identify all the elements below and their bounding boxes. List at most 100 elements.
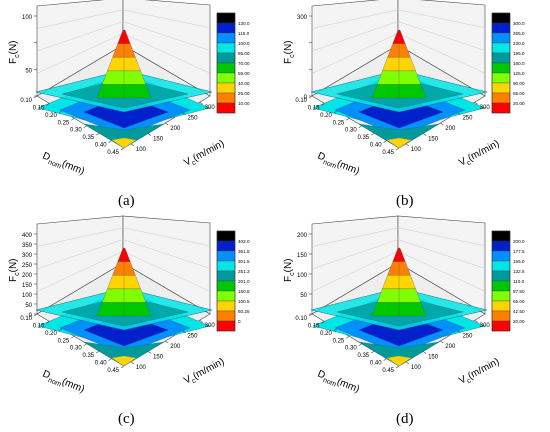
y-tick [147, 351, 152, 354]
z-tick-label: 50 [25, 68, 32, 74]
x-tick [321, 321, 325, 324]
legend-label: 20.00 [513, 319, 525, 324]
gridlines [36, 227, 211, 292]
legend-frame [216, 230, 236, 332]
x-tick-label: 0.45 [382, 150, 394, 156]
z-tick-label: 300 [297, 15, 308, 21]
legend-label: 230.0 [513, 41, 525, 46]
z-tick-label: 250 [22, 263, 33, 269]
y-tick [440, 122, 444, 126]
y-tick [165, 340, 169, 344]
surface-base-tip [111, 355, 137, 367]
z-axis: 50 100 150 200 Fc(N) [283, 233, 312, 315]
y-tick [457, 330, 461, 333]
z-tick-label: 200 [22, 273, 33, 279]
gridlines [36, 9, 211, 74]
grid-line [311, 33, 399, 74]
x-tick [46, 103, 50, 106]
z-axis-label: Fc(N) [283, 41, 296, 65]
legend-swatch [216, 82, 236, 94]
y-tick [182, 330, 186, 333]
y-tick [165, 122, 169, 126]
z-axis-label-sub: c [14, 272, 21, 276]
color-legend: 200.0 177.5 155.0 132.5 110.0 87.50 65.00 42.50… [491, 230, 525, 332]
grid-line [36, 21, 124, 52]
x-tick [358, 125, 362, 128]
panel-label-a: (a) [118, 193, 135, 209]
z-axis-label-main: F [283, 58, 294, 64]
x-tick-label: 0.30 [345, 128, 357, 134]
panel-label-b: (b) [396, 193, 414, 209]
x-tick-label: 0.30 [345, 346, 357, 352]
x-tick [383, 358, 387, 361]
x-tick [71, 118, 75, 121]
x-tick-label: 0.20 [320, 113, 332, 119]
x-tick-label: 0.20 [320, 331, 332, 337]
surface-plot-c: 050100150200250300350400Fc(N)0.100.150.2… [8, 215, 250, 395]
y-tick-label: 150 [153, 136, 164, 142]
z-tick-label: 0 [304, 95, 308, 101]
z-axis-label-sub: c [289, 54, 296, 58]
x-tick [333, 110, 338, 114]
legend-label: 55.00 [238, 71, 250, 76]
grid-line [36, 239, 124, 270]
x-tick-label: 0.40 [370, 143, 382, 149]
gridlines [311, 227, 486, 292]
z-axis-label-unit: (N) [8, 41, 19, 55]
y-tick [457, 112, 461, 115]
surface-plot-a: 50100Fc(N)0.100.150.200.250.300.350.400.… [8, 0, 250, 177]
color-legend: 402.0 351.8 301.5 251.3 201.0 150.8 100.5 50.25… [216, 230, 250, 332]
legend-swatch [216, 62, 236, 74]
legend-frame [491, 230, 511, 332]
x-axis-label-main: D [316, 369, 327, 382]
legend-swatch [216, 320, 236, 332]
panel-c: 0 50 100 150 200 250 300 350 400 Fc(N) 0.10 0.15 0.2… [0, 215, 275, 414]
x-tick-label: 0.35 [357, 353, 369, 359]
x-tick-label: 0.35 [82, 353, 94, 359]
legend-label: 125.0 [513, 71, 525, 76]
x-tick-label: 0.10 [20, 316, 32, 322]
legend-label: 85.00 [238, 51, 250, 56]
x-tick [358, 343, 362, 346]
y-axis-label: Vc(m/min) [457, 356, 502, 388]
y-axis-label-main: V [457, 374, 468, 387]
x-axis-label: Dnom(mm) [315, 151, 361, 180]
z-tick-label: 100 [22, 15, 33, 21]
x-tick-label: 0.35 [357, 135, 369, 141]
grid-line [122, 227, 211, 246]
grid-line [311, 21, 399, 52]
z-axis-label-sub: c [14, 54, 21, 58]
x-tick-label: 0.30 [70, 346, 82, 352]
z-tick-label: 50 [25, 303, 32, 309]
grid-line [36, 9, 124, 29]
legend-label: 55.00 [513, 91, 525, 96]
legend-label: 110.0 [513, 279, 525, 284]
x-tick-label: 0.45 [107, 150, 119, 156]
z-tick-label: 200 [297, 233, 308, 239]
x-tick [46, 321, 50, 324]
legend-label: 201.0 [238, 279, 250, 284]
grid-line [311, 239, 399, 270]
legend-label: 402.0 [238, 239, 250, 244]
legend-label: 195.0 [513, 51, 525, 56]
z-tick-label: 350 [22, 243, 33, 249]
x-tick [108, 140, 112, 143]
y-tick-label: 200 [170, 126, 181, 132]
x-tick [395, 365, 400, 369]
surface-base-front [358, 341, 440, 367]
legend-label: 115.0 [238, 31, 250, 36]
y-tick-label: 250 [187, 334, 198, 340]
x-tick-label: 0.25 [58, 338, 70, 344]
legend-label: 351.8 [238, 249, 250, 254]
legend-label: 251.3 [238, 269, 250, 274]
y-axis-label: Vc(m/min) [182, 356, 227, 388]
y-axis-label-main: V [182, 374, 193, 387]
panel-label-d: (d) [396, 411, 414, 427]
y-tick-label: 150 [153, 354, 164, 360]
legend-swatch [491, 102, 511, 114]
x-axis-label-unit: (mm) [335, 376, 361, 395]
legend-label: 301.5 [238, 259, 250, 264]
x-tick-label: 0.15 [33, 105, 45, 111]
z-tick-label: 100 [22, 293, 33, 299]
y-axis-label-main: V [182, 156, 193, 169]
